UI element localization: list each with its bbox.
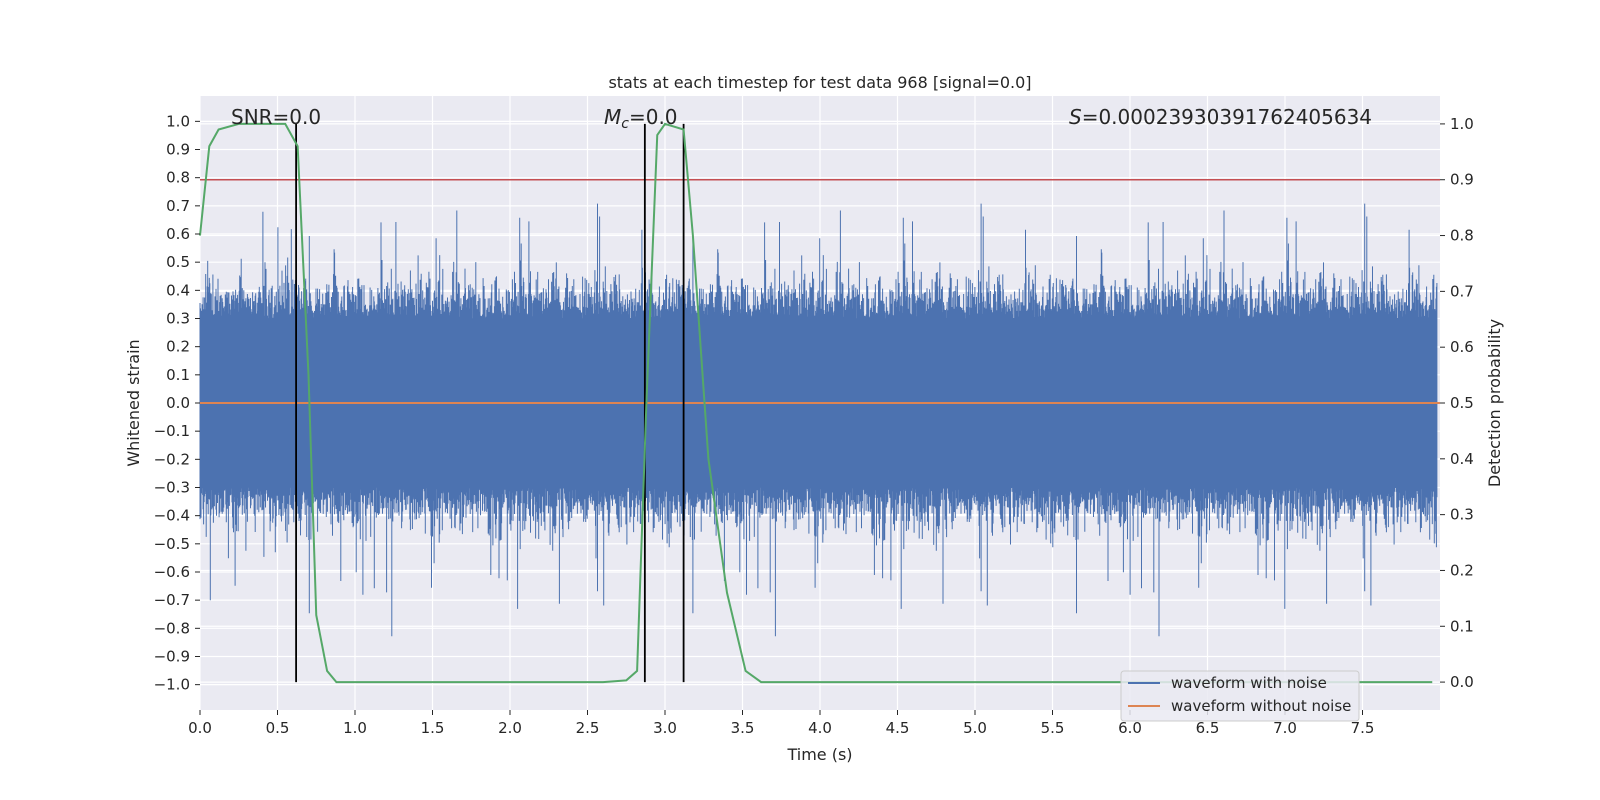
y-tick-label: 0.8 bbox=[166, 169, 190, 187]
x-axis-ticks: 0.0 0.5 1.0 1.5 2.0 2.5 3.0 3.5 4.0 4.5 5.0 5.5 6.0 6… bbox=[188, 710, 1374, 737]
chart-title: stats at each timestep for test data 968… bbox=[608, 73, 1031, 92]
x-tick-label: 5.0 bbox=[963, 719, 987, 737]
y-tick-label: −0.2 bbox=[154, 450, 190, 468]
y2-tick-label: 0.0 bbox=[1450, 673, 1474, 691]
y2-axis-ticks: 1.0 0.9 0.8 0.7 0.6 0.5 0.4 0.3 0.2 0.1 0.0 bbox=[1440, 115, 1474, 691]
y2-axis-label: Detection probability bbox=[1485, 319, 1504, 487]
y-tick-label: 0.1 bbox=[166, 366, 190, 384]
y2-tick-label: 0.9 bbox=[1450, 171, 1474, 189]
y2-tick-label: 0.5 bbox=[1450, 394, 1474, 412]
x-tick-label: 4.0 bbox=[808, 719, 832, 737]
x-tick-label: 5.5 bbox=[1041, 719, 1065, 737]
y-tick-label: −0.8 bbox=[154, 619, 190, 637]
y-tick-label: 0.2 bbox=[166, 338, 190, 356]
y2-tick-label: 0.3 bbox=[1450, 506, 1474, 524]
s-value: =0.00023930391762405634 bbox=[1082, 105, 1372, 129]
y-tick-label: −0.5 bbox=[154, 535, 190, 553]
detection-probability-line bbox=[199, 122, 1433, 684]
y-tick-label: 0.3 bbox=[166, 310, 190, 328]
y-tick-label: −0.3 bbox=[154, 478, 190, 496]
y-tick-label: 1.0 bbox=[166, 112, 190, 130]
x-tick-label: 3.5 bbox=[731, 719, 755, 737]
y-axis-ticks: 1.0 0.9 0.8 0.7 0.6 0.5 0.4 0.3 0.2 0.1 0.0 −0.1 −0.… bbox=[154, 112, 200, 694]
y-tick-label: −0.1 bbox=[154, 422, 190, 440]
y-tick-label: −0.9 bbox=[154, 647, 190, 665]
x-tick-label: 2.0 bbox=[498, 719, 522, 737]
chirp-mass-annotation: Mc=0.0 bbox=[604, 105, 678, 132]
y-tick-label: −0.7 bbox=[154, 591, 190, 609]
y-tick-label: 0.0 bbox=[166, 394, 190, 412]
y-tick-label: 0.5 bbox=[166, 253, 190, 271]
x-tick-label: 0.5 bbox=[266, 719, 290, 737]
y-tick-label: −0.4 bbox=[154, 507, 190, 525]
y-tick-label: 0.6 bbox=[166, 225, 190, 243]
y-tick-label: 0.9 bbox=[166, 141, 190, 159]
x-tick-label: 7.5 bbox=[1351, 719, 1375, 737]
y-axis-label: Whitened strain bbox=[124, 339, 143, 466]
y-tick-label: −0.6 bbox=[154, 563, 190, 581]
x-tick-label: 6.5 bbox=[1196, 719, 1220, 737]
x-tick-label: 1.5 bbox=[421, 719, 445, 737]
legend: waveform with noise waveform without noi… bbox=[1120, 670, 1360, 722]
lines-layer bbox=[199, 122, 1440, 684]
x-tick-label: 2.5 bbox=[576, 719, 600, 737]
legend-box bbox=[1120, 670, 1360, 722]
y2-tick-label: 0.6 bbox=[1450, 338, 1474, 356]
chirp-mass-symbol: M bbox=[604, 105, 621, 129]
y2-tick-label: 0.7 bbox=[1450, 282, 1474, 300]
y2-tick-label: 0.4 bbox=[1450, 450, 1474, 468]
legend-label-noise: waveform with noise bbox=[1171, 674, 1327, 692]
x-tick-label: 6.0 bbox=[1118, 719, 1142, 737]
x-tick-label: 7.0 bbox=[1273, 719, 1297, 737]
chirp-mass-subscript: c bbox=[621, 116, 629, 132]
legend-label-clean: waveform without noise bbox=[1171, 697, 1351, 715]
x-tick-label: 1.0 bbox=[343, 719, 367, 737]
x-tick-label: 4.5 bbox=[886, 719, 910, 737]
y-tick-label: 0.4 bbox=[166, 281, 190, 299]
s-symbol: S bbox=[1069, 105, 1082, 129]
x-axis-label: Time (s) bbox=[786, 745, 852, 764]
y2-tick-label: 1.0 bbox=[1450, 115, 1474, 133]
s-annotation: S=0.00023930391762405634 bbox=[1069, 105, 1372, 129]
y2-tick-label: 0.2 bbox=[1450, 561, 1474, 579]
snr-annotation: SNR=0.0 bbox=[231, 105, 321, 129]
y2-tick-label: 0.1 bbox=[1450, 617, 1474, 635]
x-tick-label: 0.0 bbox=[188, 719, 212, 737]
y-tick-label: 0.7 bbox=[166, 197, 190, 215]
x-tick-label: 3.0 bbox=[653, 719, 677, 737]
y-tick-label: −1.0 bbox=[154, 676, 190, 694]
y2-tick-label: 0.8 bbox=[1450, 227, 1474, 245]
chirp-mass-value: =0.0 bbox=[629, 105, 678, 129]
